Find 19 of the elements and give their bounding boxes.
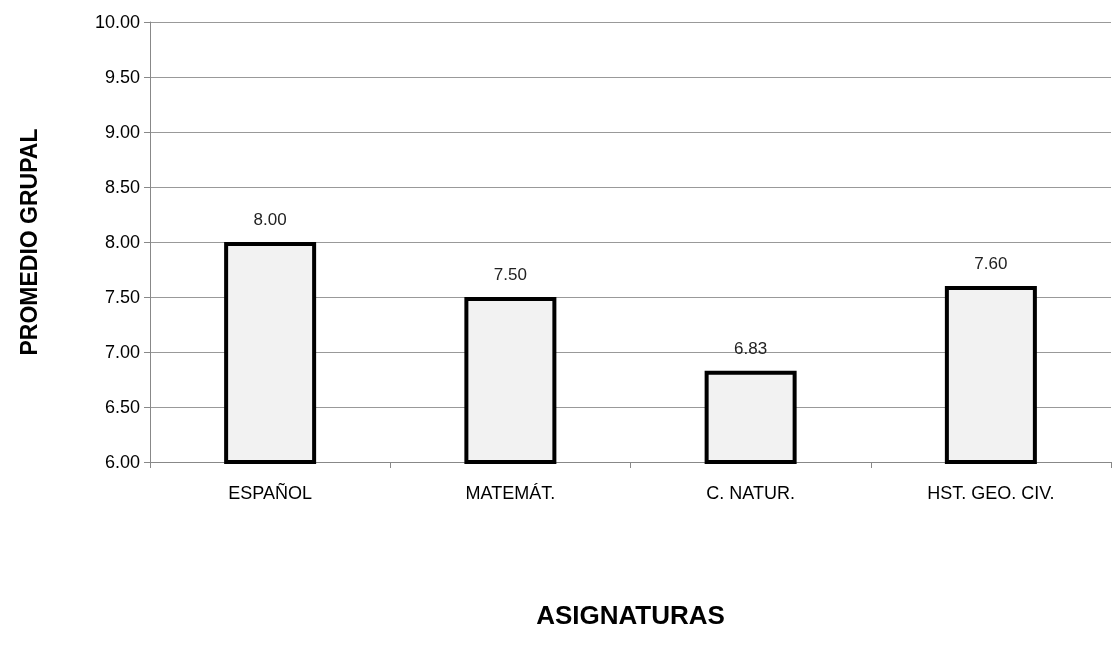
data-label: 6.83: [734, 338, 768, 358]
y-tick-label: 6.00: [104, 452, 140, 472]
y-tick-label: 8.00: [104, 232, 140, 252]
y-tick-label: 9.00: [104, 122, 140, 142]
data-label: 7.50: [493, 265, 527, 284]
y-tick-label: 7.50: [104, 287, 140, 307]
x-tick-label: HST. GEO. CIV.: [927, 483, 1055, 503]
y-tick-label: 7.00: [104, 342, 140, 362]
y-tick-label: 8.50: [104, 177, 140, 197]
y-tick-label: 9.50: [104, 67, 140, 87]
y-tick-label: 6.50: [104, 397, 140, 417]
x-axis-title: ASIGNATURAS: [536, 600, 725, 630]
x-tick-label: ESPAÑOL: [228, 482, 312, 503]
data-label: 8.00: [253, 210, 287, 229]
data-label: 7.60: [974, 254, 1008, 273]
y-tick-label: 10.00: [94, 12, 140, 32]
y-axis-title: PROMEDIO GRUPAL: [15, 128, 42, 356]
x-tick-label: MATEMÁT.: [465, 483, 556, 503]
x-tick-label: C. NATUR.: [706, 483, 795, 503]
